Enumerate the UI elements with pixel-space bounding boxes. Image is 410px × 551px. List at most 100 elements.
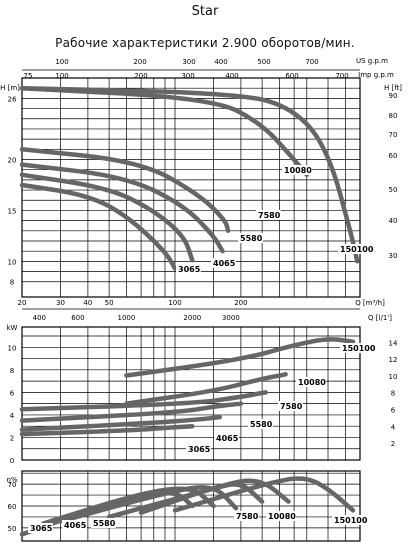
power-label-5580: 5580 — [250, 420, 273, 429]
head-label-3065: 3065 — [178, 265, 201, 274]
top-unit-us: US g.p.m — [356, 57, 388, 65]
top-imp-tick: 700 — [335, 72, 348, 80]
power-curve-150100 — [124, 337, 356, 378]
head-right-tick: 80 — [389, 112, 398, 120]
head-left-tick: 8 — [10, 279, 14, 287]
eff-label-150100: 150100 — [334, 516, 368, 525]
power-label-10080: 10080 — [298, 378, 326, 387]
bottom-unit-lmin: Q [l/1'] — [368, 314, 392, 322]
head-curve-7580 — [19, 147, 231, 234]
eff-panel-frame — [21, 470, 361, 542]
eff-label-5580: 5580 — [93, 519, 116, 528]
head-left-unit: H [m] — [0, 84, 20, 92]
power-right-tick: 6 — [391, 407, 396, 415]
power-curve-3065 — [19, 423, 195, 437]
bottom-unit-m3h: Q [m³/h] — [355, 299, 385, 307]
head-right-tick: 60 — [389, 152, 398, 160]
head-label-5580-bg — [238, 233, 263, 243]
head-right-tick: 30 — [389, 252, 398, 260]
bottom-m3h-tick: 20 — [18, 299, 27, 307]
bottom-lmin-tick: 600 — [71, 314, 84, 322]
bottom-m3h-tick: 30 — [56, 299, 65, 307]
top-imp-tick: 100 — [55, 72, 68, 80]
head-left-tick: 20 — [8, 156, 17, 164]
power-left-tick: 8 — [10, 367, 14, 375]
power-right-tick: 4 — [391, 423, 396, 431]
head-right-tick: 50 — [389, 186, 398, 194]
eff-label-3065: 3065 — [30, 524, 53, 533]
power-label-5580-bg — [248, 419, 273, 429]
eff-label-4065-bg — [62, 520, 87, 530]
eff-left-tick: 50 — [8, 525, 17, 533]
head-left-tick: 15 — [8, 207, 17, 215]
top-imp-tick: 400 — [225, 72, 238, 80]
bottom-lmin-tick: 2000 — [183, 314, 201, 322]
top-us-tick: 500 — [257, 58, 270, 66]
bottom-m3h-tick: 40 — [83, 299, 92, 307]
head-label-3065-bg — [176, 264, 201, 274]
head-panel-frame — [21, 77, 361, 298]
power-curve-10080 — [124, 372, 288, 406]
chart-subtitle: Рабочие характеристики 2.900 оборотов/ми… — [55, 36, 355, 50]
bottom-m3h-tick: 50 — [105, 299, 114, 307]
power-curve-7580 — [19, 390, 269, 412]
bottom-lmin-tick: 3000 — [222, 314, 240, 322]
power-right-tick: 14 — [389, 339, 398, 347]
head-right-tick: 40 — [389, 217, 398, 225]
bottom-lmin-tick: 1000 — [118, 314, 136, 322]
top-imp-tick: 75 — [24, 72, 33, 80]
power-curve-5580 — [19, 401, 244, 423]
eff-left-tick: 60 — [8, 503, 17, 511]
top-us-tick: 700 — [305, 58, 318, 66]
power-label-3065-bg — [186, 444, 211, 454]
eff-left-unit: η% — [6, 476, 17, 484]
eff-label-150100-bg — [332, 515, 368, 525]
top-unit-imp: Imp g.p.m — [358, 71, 394, 79]
head-label-10080-bg — [282, 165, 312, 175]
eff-left-tick: 70 — [8, 481, 17, 489]
power-label-10080-bg — [296, 377, 326, 387]
chart-title-star: Star — [191, 4, 219, 19]
top-imp-tick: 200 — [134, 72, 147, 80]
power-right-tick: 12 — [389, 356, 398, 364]
bottom-lmin-tick: 400 — [33, 314, 46, 322]
head-label-7580: 7580 — [258, 211, 281, 220]
power-label-150100-bg — [340, 343, 376, 353]
eff-curve-5580 — [58, 485, 239, 524]
head-right-tick: 90 — [389, 92, 398, 100]
head-label-5580: 5580 — [240, 234, 263, 243]
head-curve-5580 — [19, 162, 225, 254]
head-left-tick: 10 — [8, 258, 17, 266]
top-us-tick: 400 — [214, 58, 227, 66]
eff-curve-150100 — [172, 476, 356, 513]
power-label-3065: 3065 — [188, 445, 211, 454]
top-imp-tick: 600 — [285, 72, 298, 80]
eff-label-5580-bg — [91, 518, 116, 528]
eff-label-10080-bg — [266, 511, 296, 521]
top-us-tick: 200 — [133, 58, 146, 66]
head-label-7580-bg — [256, 210, 281, 220]
bottom-m3h-tick: 200 — [234, 299, 247, 307]
power-left-tick: 0 — [10, 457, 14, 465]
head-label-4065: 4065 — [213, 259, 236, 268]
eff-curve-10080 — [138, 478, 291, 515]
head-label-10080: 10080 — [284, 166, 312, 175]
head-label-4065-bg — [211, 258, 236, 268]
top-us-tick: 100 — [55, 58, 68, 66]
power-right-tick: 2 — [391, 440, 395, 448]
eff-label-4065: 4065 — [64, 521, 87, 530]
power-left-tick: 2 — [10, 434, 14, 442]
head-left-tick: 26 — [8, 95, 17, 103]
eff-label-7580: 7580 — [236, 512, 259, 521]
bottom-m3h-tick: 100 — [168, 299, 181, 307]
head-curve-4065 — [19, 172, 195, 263]
eff-label-10080: 10080 — [268, 512, 296, 521]
power-label-7580: 7580 — [280, 402, 303, 411]
power-curve-4065 — [19, 414, 222, 432]
eff-label-7580-bg — [234, 511, 259, 521]
power-panel-frame — [21, 326, 361, 461]
power-right-tick: 10 — [389, 373, 398, 381]
head-right-unit: H [ft] — [384, 84, 402, 92]
top-us-tick: 300 — [182, 58, 195, 66]
